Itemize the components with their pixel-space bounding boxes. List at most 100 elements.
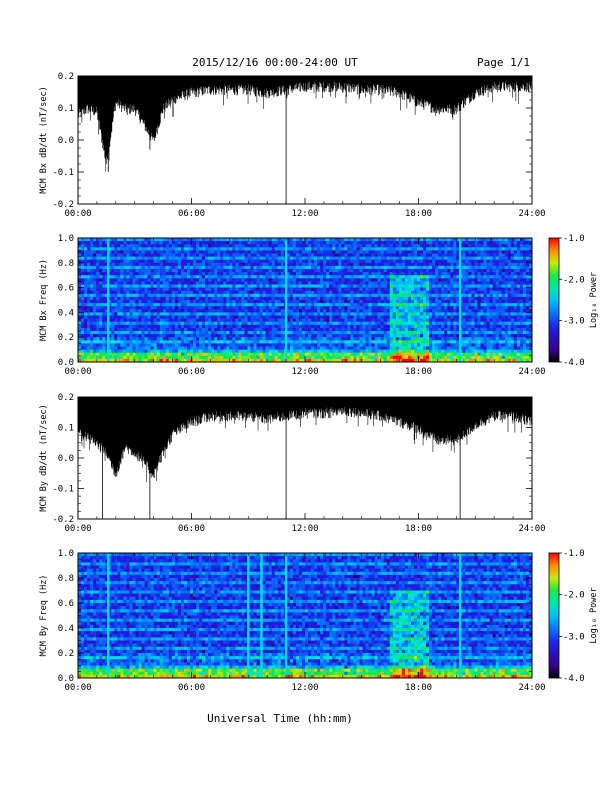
spectrogram-cell xyxy=(105,321,109,326)
spectrogram-cell xyxy=(344,300,348,304)
spectrogram-cell xyxy=(398,349,403,353)
spectrogram-cell xyxy=(132,343,136,347)
spectrogram-cell xyxy=(129,293,133,298)
spectrogram-cell xyxy=(365,321,369,326)
spectrogram-cell xyxy=(383,296,388,301)
spectrogram-cell xyxy=(265,312,269,316)
spectrogram-cell xyxy=(404,253,409,257)
spectrogram-cell xyxy=(171,327,176,332)
spectrogram-cell xyxy=(317,306,321,310)
spectrogram-cell xyxy=(311,247,315,251)
spectrogram-cell xyxy=(217,355,221,360)
spectrogram-cell xyxy=(105,331,109,335)
spectrogram-cell xyxy=(407,247,412,251)
spectrogram-cell xyxy=(123,284,127,288)
spectrogram-cell xyxy=(177,318,182,322)
spectrogram-cell xyxy=(81,318,85,322)
spectrogram-cell xyxy=(444,318,448,322)
spectrogram-cell xyxy=(84,300,88,304)
spectrogram-cell xyxy=(308,309,312,313)
spectrogram-cell xyxy=(129,259,133,264)
spectrogram-cell xyxy=(84,334,88,338)
spectrogram-cell xyxy=(441,318,445,322)
spectrogram-cell xyxy=(444,244,448,248)
spectrogram-cell xyxy=(141,327,145,332)
spectrogram-cell xyxy=(368,238,372,242)
spectrogram-cell xyxy=(371,250,375,254)
spectrogram-cell xyxy=(171,324,176,329)
spectrogram-cell xyxy=(223,238,227,242)
spectrogram-cell xyxy=(262,312,266,316)
spectrogram-cell xyxy=(329,262,333,267)
spectrogram-cell xyxy=(196,269,200,273)
spectrogram-cell xyxy=(117,306,121,310)
spectrogram-cell xyxy=(353,278,357,282)
spectrogram-cell xyxy=(168,284,173,288)
spectrogram-cell xyxy=(214,315,218,319)
spectrogram-cell xyxy=(235,334,239,338)
spectrogram-cell xyxy=(241,331,245,335)
spectrogram-cell xyxy=(395,312,400,316)
spectrogram-cell xyxy=(317,331,321,335)
spectrogram-cell xyxy=(135,343,139,347)
spectrogram-cell xyxy=(383,315,388,319)
spectrogram-cell xyxy=(235,256,239,260)
spectrogram-cell xyxy=(277,259,282,264)
spectrogram-cell xyxy=(386,355,391,360)
spectrogram-cell xyxy=(289,272,294,276)
spectrogram-cell xyxy=(171,352,176,357)
spectrogram-cell xyxy=(259,355,263,360)
spectrogram-cell xyxy=(444,300,448,304)
spectrogram-cell xyxy=(159,269,164,273)
spectrogram-cell xyxy=(280,293,285,298)
spectrogram-cell xyxy=(298,309,303,313)
spectrogram-cell xyxy=(180,259,185,264)
spectrogram-cell xyxy=(338,296,342,301)
spectrogram-cell xyxy=(413,352,418,357)
spectrogram-cell xyxy=(78,352,82,357)
spectrogram-cell xyxy=(250,340,254,344)
spectrogram-cell xyxy=(217,327,221,332)
spectrogram-cell xyxy=(244,281,248,285)
spectrogram-cell xyxy=(226,259,230,264)
spectrogram-cell xyxy=(144,241,148,245)
spectrogram-cell xyxy=(413,284,418,288)
spectrogram-cell xyxy=(226,355,230,360)
spectrogram-cell xyxy=(332,346,336,350)
spectrogram-cell xyxy=(123,265,127,270)
spectrogram-cell xyxy=(447,256,451,260)
spectrogram-cell xyxy=(374,340,378,344)
spectrogram-cell xyxy=(132,355,136,360)
spectrogram-cell xyxy=(244,259,248,264)
spectrogram-cell xyxy=(435,262,439,267)
spectrogram-cell xyxy=(156,293,161,298)
spectrogram-cell xyxy=(353,253,357,257)
spectrogram-cell xyxy=(259,287,263,291)
spectrogram-cell xyxy=(265,250,269,254)
spectrogram-cell xyxy=(189,318,194,322)
spectrogram-cell xyxy=(105,312,109,316)
spectrogram-cell xyxy=(250,355,254,360)
spectrogram-cell xyxy=(365,312,369,316)
spectrogram-cell xyxy=(229,315,233,319)
spectrogram-cell xyxy=(93,265,97,270)
spectrogram-cell xyxy=(447,253,451,257)
spectrogram-cell xyxy=(253,334,257,338)
spectrogram-cell xyxy=(317,312,321,316)
spectrogram-cell xyxy=(380,321,384,326)
spectrogram-cell xyxy=(413,340,418,344)
spectrogram-cell xyxy=(338,340,342,344)
spectrogram-cell xyxy=(416,340,421,344)
spectrogram-cell xyxy=(289,334,294,338)
spectrogram-cell xyxy=(413,343,418,347)
spectrogram-cell xyxy=(193,315,197,319)
spectrogram-cell xyxy=(171,265,176,270)
spectrogram-cell xyxy=(99,321,103,326)
spectrogram-cell xyxy=(114,312,118,316)
spectrogram-cell xyxy=(199,256,203,260)
spectrogram-cell xyxy=(141,358,145,363)
spectrogram-cell xyxy=(326,355,330,360)
spectrogram-cell xyxy=(280,324,285,329)
spectrogram-cell xyxy=(274,352,279,357)
spectrogram-cell xyxy=(326,293,330,298)
